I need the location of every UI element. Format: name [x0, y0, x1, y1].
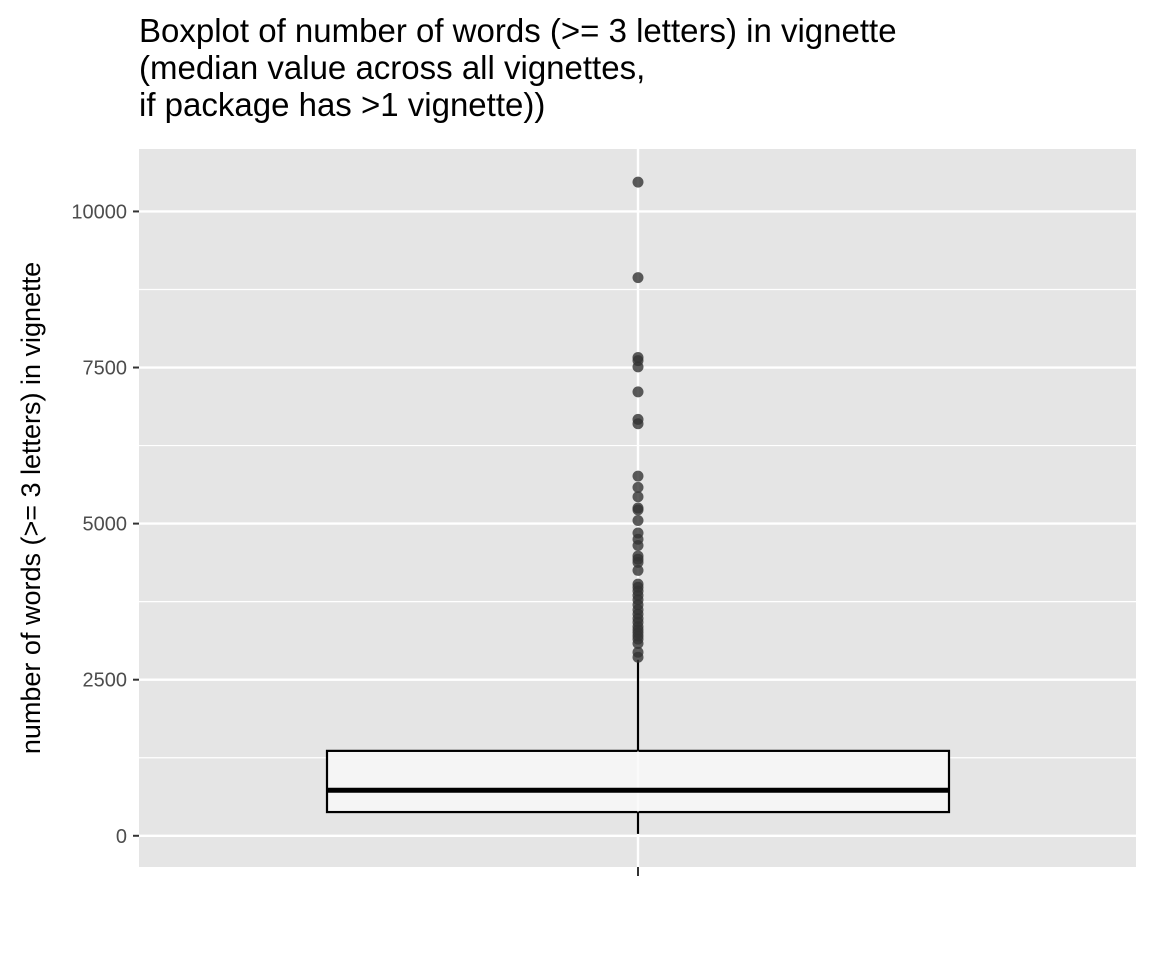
- outlier-point: [632, 176, 644, 188]
- outlier-point: [632, 386, 644, 398]
- outlier-point: [632, 514, 644, 526]
- y-tick-label: 10000: [71, 201, 127, 223]
- outlier-point: [632, 502, 644, 514]
- chart-title-line-3: if package has >1 vignette)): [139, 86, 546, 123]
- chart-title-line-1: Boxplot of number of words (>= 3 letters…: [139, 12, 897, 49]
- y-axis-title: number of words (>= 3 letters) in vignet…: [16, 262, 46, 754]
- outlier-point: [632, 491, 644, 503]
- outlier-point: [632, 272, 644, 284]
- y-axis: 0 2500 5000 7500 10000: [71, 201, 139, 848]
- outlier-point: [632, 413, 644, 425]
- y-tick-label: 0: [116, 826, 127, 848]
- outlier-point: [632, 470, 644, 482]
- outlier-point: [632, 550, 644, 562]
- outlier-point: [632, 481, 644, 493]
- y-tick-label: 2500: [83, 670, 128, 692]
- outlier-point: [632, 527, 644, 539]
- outlier-point: [632, 646, 644, 658]
- chart-title: Boxplot of number of words (>= 3 letters…: [139, 12, 897, 123]
- outliers: [632, 176, 644, 663]
- outlier-point: [632, 564, 644, 576]
- outlier-point: [632, 352, 644, 364]
- box: [325, 659, 951, 834]
- y-tick-label: 7500: [83, 358, 128, 380]
- chart-title-line-2: (median value across all vignettes,: [139, 49, 646, 86]
- outlier-point: [632, 578, 644, 590]
- y-tick-label: 5000: [83, 514, 128, 536]
